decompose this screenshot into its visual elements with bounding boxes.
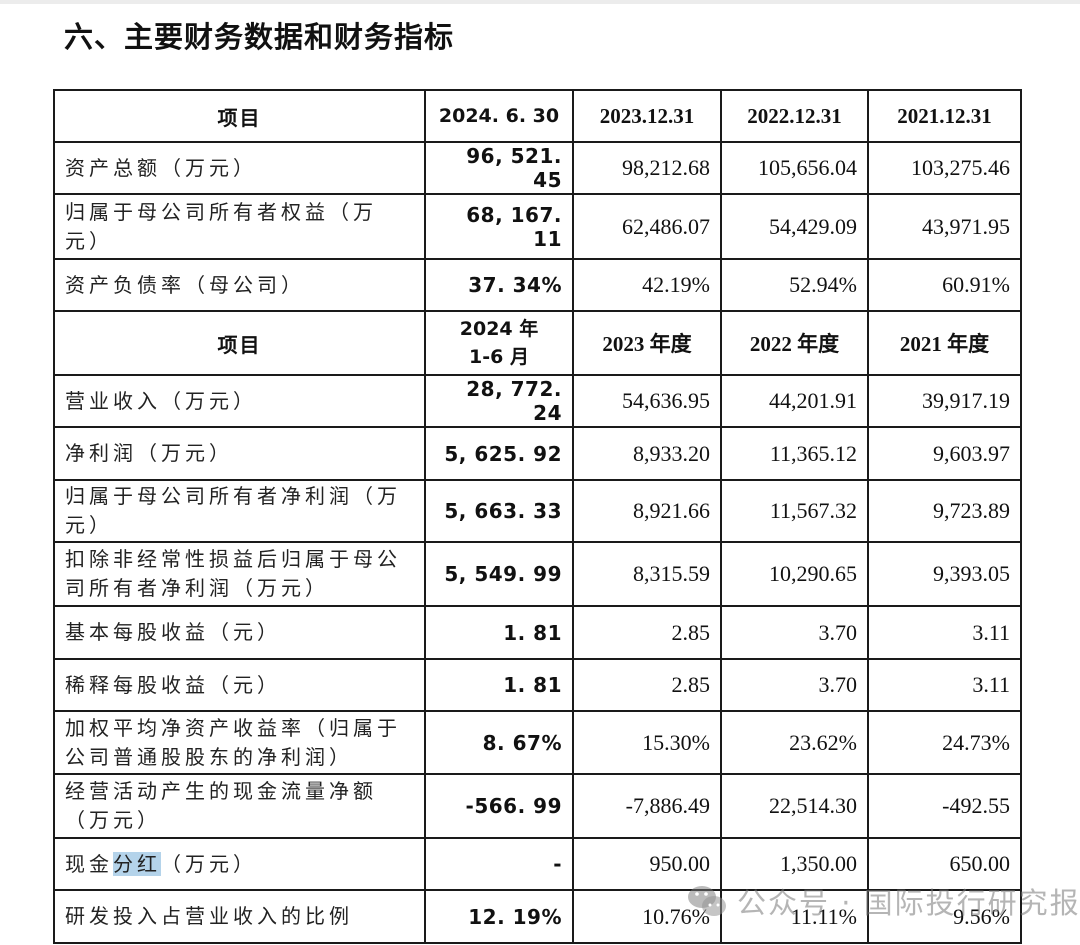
cell-value: 15.30%: [572, 710, 722, 775]
cell-value: 1. 81: [424, 605, 574, 660]
cell-value: 2.85: [572, 658, 722, 712]
header-2024-06-30: 2024. 6. 30: [424, 89, 574, 143]
selected-text-highlight[interactable]: 分红: [113, 851, 161, 876]
cell-value: 950.00: [572, 837, 722, 891]
table-row: 研发投入占营业收入的比例 12. 19% 10.76% 11.11% 9.56%: [53, 889, 1022, 944]
cell-value: 8,315.59: [572, 541, 722, 607]
cell-value: 28, 772. 24: [424, 374, 574, 428]
row-label: 净利润（万元）: [53, 426, 426, 481]
row-label: 归属于母公司所有者净利润（万元）: [53, 479, 426, 543]
row-label: 归属于母公司所有者权益（万元）: [53, 193, 426, 260]
header-2024-h1: 2024 年 1-6 月: [424, 310, 574, 376]
cell-value: 37. 34%: [424, 258, 574, 312]
cell-value: 11,365.12: [720, 426, 869, 481]
header-2024-year: 2024 年: [459, 318, 539, 340]
header-2024-months: 1-6 月: [469, 346, 529, 368]
cell-value: 24.73%: [867, 710, 1022, 775]
cell-value: -7,886.49: [572, 773, 722, 839]
row-label: 研发投入占营业收入的比例: [53, 889, 426, 944]
header-2022-annual: 2022 年度: [720, 310, 869, 376]
table-row: 营业收入（万元） 28, 772. 24 54,636.95 44,201.91…: [53, 374, 1022, 428]
table-row: 归属于母公司所有者权益（万元） 68, 167. 11 62,486.07 54…: [53, 193, 1022, 260]
header-2021-annual: 2021 年度: [867, 310, 1022, 376]
cell-value: 54,636.95: [572, 374, 722, 428]
cell-value: 5, 625. 92: [424, 426, 574, 481]
cell-value: 8,933.20: [572, 426, 722, 481]
header-2023-12-31: 2023.12.31: [572, 89, 722, 143]
header-item: 项目: [53, 310, 426, 376]
cell-value: 103,275.46: [867, 141, 1022, 195]
table-row: 加权平均净资产收益率（归属于公司普通股股东的净利润） 8. 67% 15.30%…: [53, 710, 1022, 775]
table-row: 现金分红（万元） - 950.00 1,350.00 650.00: [53, 837, 1022, 891]
cell-value: 39,917.19: [867, 374, 1022, 428]
cell-value: -566. 99: [424, 773, 574, 839]
cell-value: 62,486.07: [572, 193, 722, 260]
cell-value: 43,971.95: [867, 193, 1022, 260]
row-label: 经营活动产生的现金流量净额（万元）: [53, 773, 426, 839]
row-label: 现金分红（万元）: [53, 837, 426, 891]
header-2022-12-31: 2022.12.31: [720, 89, 869, 143]
income-header-row: 项目 2024 年 1-6 月 2023 年度 2022 年度 2021 年度: [53, 310, 1022, 376]
row-label: 加权平均净资产收益率（归属于公司普通股股东的净利润）: [53, 710, 426, 775]
financial-data-table: 项目 2024. 6. 30 2023.12.31 2022.12.31 202…: [53, 89, 1022, 944]
cell-value: 8. 67%: [424, 710, 574, 775]
label-part: 现金: [65, 851, 113, 876]
cell-value: 98,212.68: [572, 141, 722, 195]
cell-value: -: [424, 837, 574, 891]
cell-value: 12. 19%: [424, 889, 574, 944]
row-label: 资产总额（万元）: [53, 141, 426, 195]
row-label: 营业收入（万元）: [53, 374, 426, 428]
top-bar: [0, 0, 1080, 4]
cell-value: 44,201.91: [720, 374, 869, 428]
cell-value: 3.11: [867, 605, 1022, 660]
row-label: 基本每股收益（元）: [53, 605, 426, 660]
cell-value: 22,514.30: [720, 773, 869, 839]
cell-value: 9,723.89: [867, 479, 1022, 543]
cell-value: 3.70: [720, 605, 869, 660]
cell-value: 11.11%: [720, 889, 869, 944]
balance-header-row: 项目 2024. 6. 30 2023.12.31 2022.12.31 202…: [53, 89, 1022, 143]
row-label: 资产负债率（母公司）: [53, 258, 426, 312]
cell-value: 23.62%: [720, 710, 869, 775]
header-2021-12-31: 2021.12.31: [867, 89, 1022, 143]
row-label: 扣除非经常性损益后归属于母公司所有者净利润（万元）: [53, 541, 426, 607]
row-label: 稀释每股收益（元）: [53, 658, 426, 712]
cell-value: 10.76%: [572, 889, 722, 944]
label-part: （万元）: [161, 851, 257, 876]
cell-value: 42.19%: [572, 258, 722, 312]
cell-value: 96, 521. 45: [424, 141, 574, 195]
cell-value: 1. 81: [424, 658, 574, 712]
table-row: 净利润（万元） 5, 625. 92 8,933.20 11,365.12 9,…: [53, 426, 1022, 481]
cell-value: 54,429.09: [720, 193, 869, 260]
table-row: 归属于母公司所有者净利润（万元） 5, 663. 33 8,921.66 11,…: [53, 479, 1022, 543]
header-2023-annual: 2023 年度: [572, 310, 722, 376]
cell-value: 8,921.66: [572, 479, 722, 543]
cell-value: 1,350.00: [720, 837, 869, 891]
cell-value: 650.00: [867, 837, 1022, 891]
cell-value: -492.55: [867, 773, 1022, 839]
cell-value: 60.91%: [867, 258, 1022, 312]
cell-value: 2.85: [572, 605, 722, 660]
section-title: 六、主要财务数据和财务指标: [64, 20, 455, 54]
table-row: 基本每股收益（元） 1. 81 2.85 3.70 3.11: [53, 605, 1022, 660]
cell-value: 9,393.05: [867, 541, 1022, 607]
cell-value: 3.70: [720, 658, 869, 712]
cell-value: 5, 549. 99: [424, 541, 574, 607]
cell-value: 10,290.65: [720, 541, 869, 607]
cell-value: 5, 663. 33: [424, 479, 574, 543]
table-row: 资产总额（万元） 96, 521. 45 98,212.68 105,656.0…: [53, 141, 1022, 195]
cell-value: 105,656.04: [720, 141, 869, 195]
table-row: 资产负债率（母公司） 37. 34% 42.19% 52.94% 60.91%: [53, 258, 1022, 312]
cell-value: 11,567.32: [720, 479, 869, 543]
table-row: 经营活动产生的现金流量净额（万元） -566. 99 -7,886.49 22,…: [53, 773, 1022, 839]
cell-value: 9,603.97: [867, 426, 1022, 481]
table-row: 稀释每股收益（元） 1. 81 2.85 3.70 3.11: [53, 658, 1022, 712]
cell-value: 52.94%: [720, 258, 869, 312]
cell-value: 9.56%: [867, 889, 1022, 944]
cell-value: 68, 167. 11: [424, 193, 574, 260]
header-item: 项目: [53, 89, 426, 143]
table-row: 扣除非经常性损益后归属于母公司所有者净利润（万元） 5, 549. 99 8,3…: [53, 541, 1022, 607]
cell-value: 3.11: [867, 658, 1022, 712]
